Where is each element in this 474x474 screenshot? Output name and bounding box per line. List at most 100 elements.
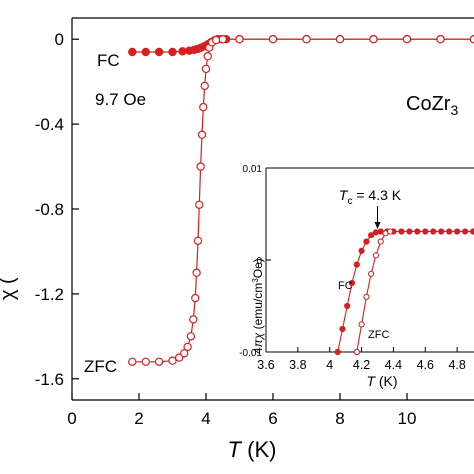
main-y-tick-label: -0.4 [35,115,64,134]
inset-zfc-point [358,321,365,328]
tc-annotation-value: = 4.3 K [352,187,401,203]
main-zfc-point [218,35,227,44]
main-zfc-point [469,35,474,44]
main-x-axis-label-symbol: T [228,437,243,462]
main-zfc-point [183,342,192,352]
tc-arrowhead [374,222,381,229]
inset-y-axis-label-superscript: 3 [251,278,260,283]
inset-fc-point [414,228,421,235]
main-fc-point [168,47,177,57]
main-zfc-point [201,64,211,74]
main-zfc-point [197,130,207,139]
inset-fc-point [363,238,370,245]
main-zfc-point [195,200,204,209]
inset-plot: 3.6 3.8 4 4.2 4.4 4.6 4.8 0.01 0 -0.01 Tc = 4.3 K… [239,164,474,389]
main-y-tick-label: -0.8 [35,200,64,219]
inset-fc-annotation: FC [338,280,353,292]
main-zfc-point [235,35,244,44]
inset-x-tick-label: 4.2 [353,358,370,372]
main-x-tick-label: 6 [268,409,277,428]
tc-annotation-subscript: c [347,196,352,207]
main-x-tick-label: 0 [67,409,76,428]
main-zfc-point [302,35,311,44]
main-zfc-point [193,236,203,245]
main-y-axis-label-fragment: χ ( [0,277,19,300]
inset-fc-point [344,302,351,310]
inset-zfc-point [372,252,379,259]
main-zfc-point [192,268,201,277]
inset-y-axis-label-unit-end: Oe) [251,258,265,278]
inset-fc-point [454,228,461,235]
main-y-tick-label: 0 [55,30,64,49]
main-fc-point [178,47,187,56]
main-zfc-point [402,35,412,44]
main-zfc-point [199,102,208,112]
main-zfc-point [168,356,177,365]
inset-fc-point [430,228,437,235]
main-zfc-point [335,35,345,44]
inset-fc-point [470,228,474,235]
main-y-tick-label: -1.2 [35,285,64,304]
inset-fc-point [446,228,453,235]
inset-y-tick-label: 0.01 [243,164,263,175]
inset-fc-point [334,348,341,356]
main-zfc-point [436,35,445,44]
main-fc-point [141,47,150,57]
inset-fc-point [372,229,379,236]
compound-label: CoZr3 [406,93,458,118]
main-plot-area: 0 2 4 6 8 10 0 -0.4 -0.8 -1.2 -1.6 [35,17,474,428]
main-zfc-point [186,332,196,341]
inset-x-axis-label-symbol: T [366,373,376,389]
inset-fc-point [422,228,429,235]
inset-y-tick-label: 0 [256,256,262,267]
inset-y-axis-label-unit: (emu/cm [251,283,265,333]
inset-x-tick-label: 3.8 [289,358,306,372]
main-zfc-point [154,357,164,366]
inset-y-axis-label-symbol: πχ [251,332,265,347]
inset-fc-point [339,325,346,333]
main-fc-point [128,47,137,57]
main-zfc-point [369,35,378,44]
inset-y-tick-label: -0.01 [239,348,262,359]
inset-fc-point [358,247,365,254]
inset-zfc-point [377,238,384,245]
inset-fc-point [353,261,360,268]
inset-x-tick-label: 4.4 [385,358,402,372]
compound-label-subscript: 3 [450,102,458,118]
inset-fc-point [368,232,375,239]
main-zfc-point [211,35,221,45]
inset-zfc-annotation: ZFC [368,329,389,341]
inset-zfc-point [353,348,360,356]
inset-x-axis-label-unit: (K) [375,373,398,389]
main-x-tick-label: 8 [335,409,344,428]
main-x-tick-label: 2 [134,409,143,428]
tc-annotation: Tc = 4.3 K [339,187,402,207]
inset-zfc-point [368,270,375,277]
main-zfc-point [268,35,278,44]
inset-fc-point [438,228,445,235]
inset-x-tick-label: 3.6 [257,358,274,372]
inset-fc-point [462,228,469,235]
main-zfc-point [179,349,189,358]
inset-x-tick-label: 4 [326,358,333,372]
inset-fc-point [348,279,356,287]
main-x-axis-label: T (K) [228,437,277,462]
main-zfc-annotation: ZFC [84,357,117,376]
main-zfc-point [196,162,205,171]
main-fc-point [154,47,164,57]
main-x-tick-label: 4 [201,409,210,428]
main-zfc-point [203,52,212,61]
main-field-annotation: 9.7 Oe [95,90,146,109]
inset-x-axis-label: T (K) [366,373,397,389]
main-x-axis-label-unit: (K) [241,437,276,462]
inset-x-tick-label: 4.6 [417,358,434,372]
inset-y-axis-label-prefix: 4 [251,347,265,354]
main-zfc-point [189,315,198,324]
main-y-tick-label: -1.6 [35,370,64,389]
inset-fc-point [398,228,405,235]
inset-zfc-point [363,293,370,300]
main-zfc-point [128,357,137,366]
tc-annotation-symbol: T [339,187,349,203]
inset-zfc-point [387,228,394,235]
